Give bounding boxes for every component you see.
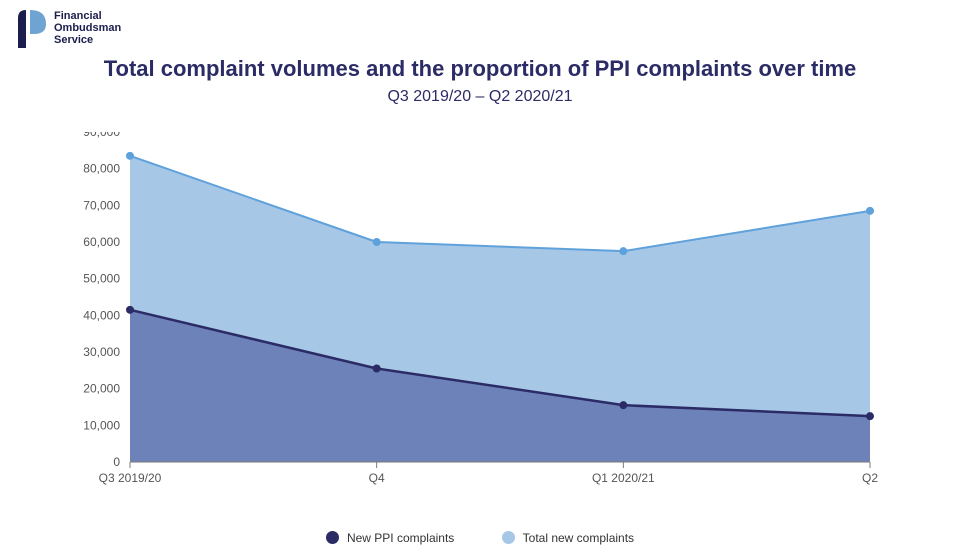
marker-0-3 <box>866 207 874 215</box>
logo-text-line3: Service <box>54 34 121 46</box>
logo: Financial Ombudsman Service <box>18 10 121 48</box>
x-tick-label: Q1 2020/21 <box>592 471 655 485</box>
y-tick-label: 40,000 <box>83 308 120 322</box>
legend-item-ppi: New PPI complaints <box>326 531 454 545</box>
legend-label-ppi: New PPI complaints <box>347 531 454 545</box>
logo-text-line1: Financial <box>54 10 121 22</box>
marker-1-0 <box>126 306 134 314</box>
y-tick-label: 0 <box>113 455 120 469</box>
marker-0-1 <box>373 238 381 246</box>
chart-svg: 0 10,000 20,000 30,000 40,000 50,000 60,000 70,… <box>62 132 882 498</box>
legend-label-total: Total new complaints <box>523 531 634 545</box>
chart: 0 10,000 20,000 30,000 40,000 50,000 60,000 70,… <box>62 132 924 498</box>
logo-text-line2: Ombudsman <box>54 22 121 34</box>
marker-1-2 <box>619 401 627 409</box>
logo-text: Financial Ombudsman Service <box>54 10 121 46</box>
y-tick-label: 60,000 <box>83 235 120 249</box>
title-block: Total complaint volumes and the proporti… <box>0 56 960 106</box>
marker-1-3 <box>866 412 874 420</box>
legend: New PPI complaints Total new complaints <box>0 531 960 548</box>
x-tick-label: Q2 <box>862 471 878 485</box>
marker-1-1 <box>373 365 381 373</box>
y-tick-label: 70,000 <box>83 198 120 212</box>
y-tick-label: 20,000 <box>83 382 120 396</box>
legend-swatch-total <box>502 531 515 544</box>
y-tick-label: 30,000 <box>83 345 120 359</box>
chart-subtitle: Q3 2019/20 – Q2 2020/21 <box>0 88 960 106</box>
page: Financial Ombudsman Service Total compla… <box>0 0 960 559</box>
y-tick-label: 90,000 <box>83 132 120 139</box>
y-tick-label: 10,000 <box>83 418 120 432</box>
x-tick-label: Q4 <box>369 471 385 485</box>
y-tick-label: 80,000 <box>83 162 120 176</box>
legend-item-total: Total new complaints <box>502 531 634 545</box>
x-tick-label: Q3 2019/20 <box>99 471 162 485</box>
marker-0-0 <box>126 152 134 160</box>
legend-swatch-ppi <box>326 531 339 544</box>
chart-title: Total complaint volumes and the proporti… <box>0 56 960 82</box>
y-tick-label: 50,000 <box>83 272 120 286</box>
marker-0-2 <box>619 247 627 255</box>
logo-mark <box>18 10 46 48</box>
